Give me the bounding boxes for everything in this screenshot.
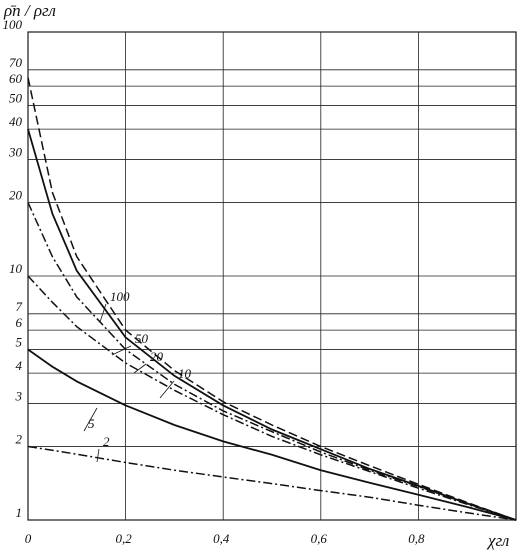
y-tick-label: 2 — [16, 432, 23, 447]
y-tick-label: 5 — [16, 334, 23, 349]
y-tick-label: 50 — [9, 90, 23, 105]
leader-line — [133, 363, 147, 374]
leader-line — [111, 345, 132, 356]
y-tick-label: 3 — [15, 389, 23, 404]
series-line — [27, 128, 517, 521]
y-tick-label: 40 — [9, 114, 23, 129]
leader-line — [99, 303, 107, 323]
x-tick-label: 0,4 — [213, 531, 230, 546]
leader-line — [159, 380, 175, 399]
y-axis-label: ρ̄п / ρгл — [3, 1, 56, 20]
curve-label: 2 — [103, 434, 110, 449]
series-line — [27, 202, 517, 521]
curve-label: 50 — [135, 331, 149, 346]
leader-line — [96, 448, 100, 463]
series-line — [27, 445, 517, 521]
y-tick-label: 100 — [3, 17, 23, 32]
y-tick-label: 10 — [9, 261, 23, 276]
series-line — [27, 348, 517, 521]
x-tick-label: 0,6 — [311, 531, 328, 546]
curve-label: 10 — [178, 366, 192, 381]
x-axis-label: χгл — [486, 531, 509, 550]
y-tick-label: 30 — [8, 145, 23, 160]
y-tick-label: 4 — [16, 358, 23, 373]
x-tick-label: 0,8 — [408, 531, 425, 546]
series-line — [27, 275, 517, 521]
curve-label: 100 — [110, 289, 130, 304]
y-tick-label: 60 — [9, 71, 23, 86]
series-line — [27, 77, 517, 521]
y-tick-label: 20 — [9, 188, 23, 203]
x-tick-label: 0 — [25, 531, 32, 546]
y-tick-label: 70 — [9, 55, 23, 70]
x-tick-label: 0,2 — [115, 531, 132, 546]
curve-label: 5 — [88, 416, 95, 431]
y-tick-label: 7 — [16, 299, 23, 314]
y-tick-label: 1 — [16, 505, 23, 520]
y-tick-label: 6 — [16, 315, 23, 330]
leader-line — [83, 407, 98, 432]
